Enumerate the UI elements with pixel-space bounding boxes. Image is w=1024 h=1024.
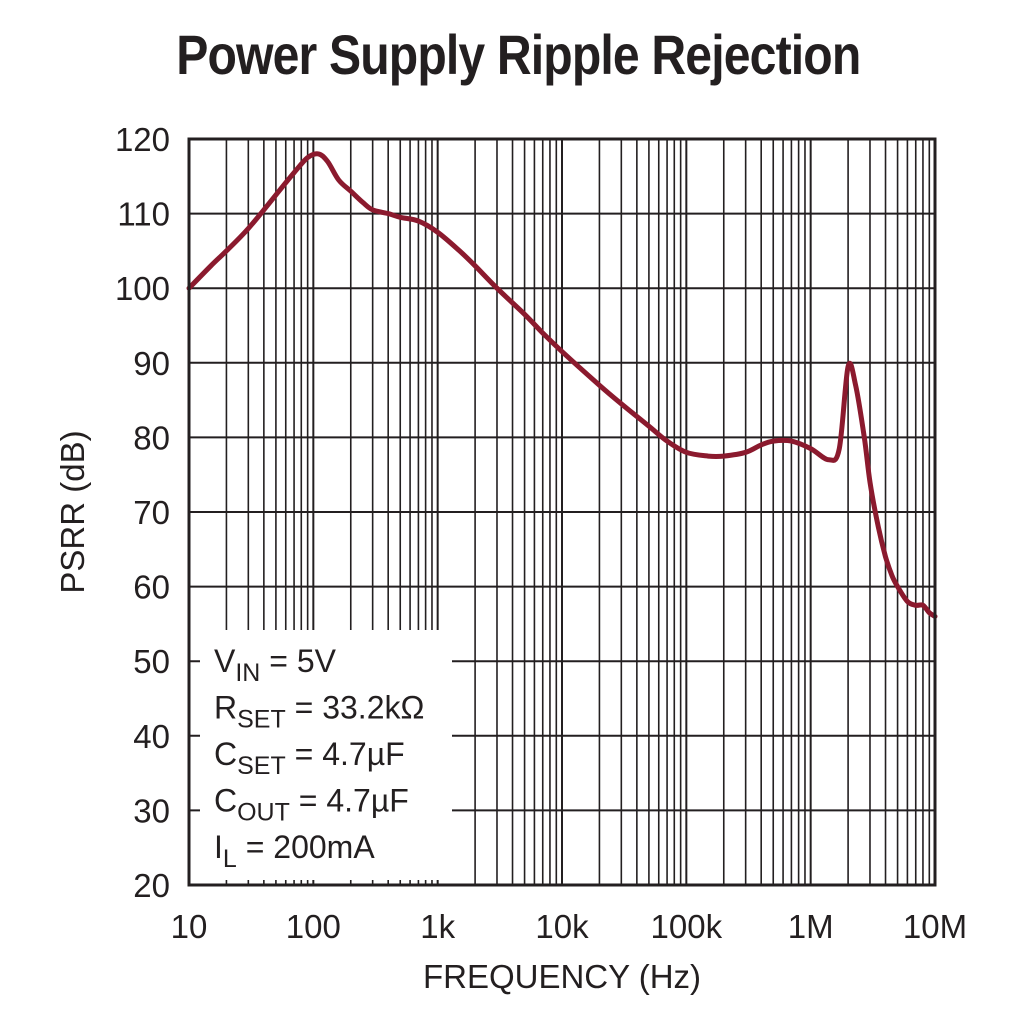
- y-tick-label: 110: [117, 196, 170, 233]
- chart-title: Power Supply Ripple Rejection: [176, 23, 861, 86]
- y-axis-title: PSRR (dB): [54, 430, 91, 593]
- x-tick-label: 10k: [535, 908, 589, 945]
- y-tick-label: 20: [133, 867, 170, 904]
- y-tick-labels: 20 30 40 50 60 70 80 90 100 110 120: [115, 121, 170, 904]
- condition-line: COUT = 4.7µF: [214, 783, 409, 827]
- x-tick-label: 100: [286, 908, 341, 945]
- x-tick-label: 10: [171, 908, 208, 945]
- x-tick-label: 10M: [903, 908, 967, 945]
- series-layer: [186, 151, 938, 619]
- y-tick-label: 100: [115, 270, 170, 307]
- y-tick-label: 60: [133, 569, 170, 606]
- condition-line: RSET = 33.2kΩ: [214, 690, 424, 734]
- condition-line: CSET = 4.7µF: [214, 736, 405, 780]
- y-tick-label: 70: [133, 494, 170, 531]
- plot-frame: [187, 137, 937, 887]
- condition-line: IL = 200mA: [214, 829, 375, 873]
- y-tick-label: 40: [133, 718, 170, 755]
- y-tick-label: 30: [133, 792, 170, 829]
- y-tick-label: 80: [133, 419, 170, 456]
- x-tick-label: 1k: [420, 908, 455, 945]
- x-tick-label: 100k: [651, 908, 723, 945]
- y-tick-label: 120: [115, 121, 170, 158]
- x-tick-label: 1M: [788, 908, 834, 945]
- conditions-box: [200, 630, 452, 880]
- y-tick-label: 50: [133, 643, 170, 680]
- x-axis-title: FREQUENCY (Hz): [423, 958, 701, 995]
- series-line: [186, 151, 938, 619]
- y-tick-label: 90: [133, 345, 170, 382]
- x-tick-labels: 10 100 1k 10k 100k 1M 10M: [171, 908, 967, 945]
- condition-line: VIN = 5V: [214, 643, 337, 687]
